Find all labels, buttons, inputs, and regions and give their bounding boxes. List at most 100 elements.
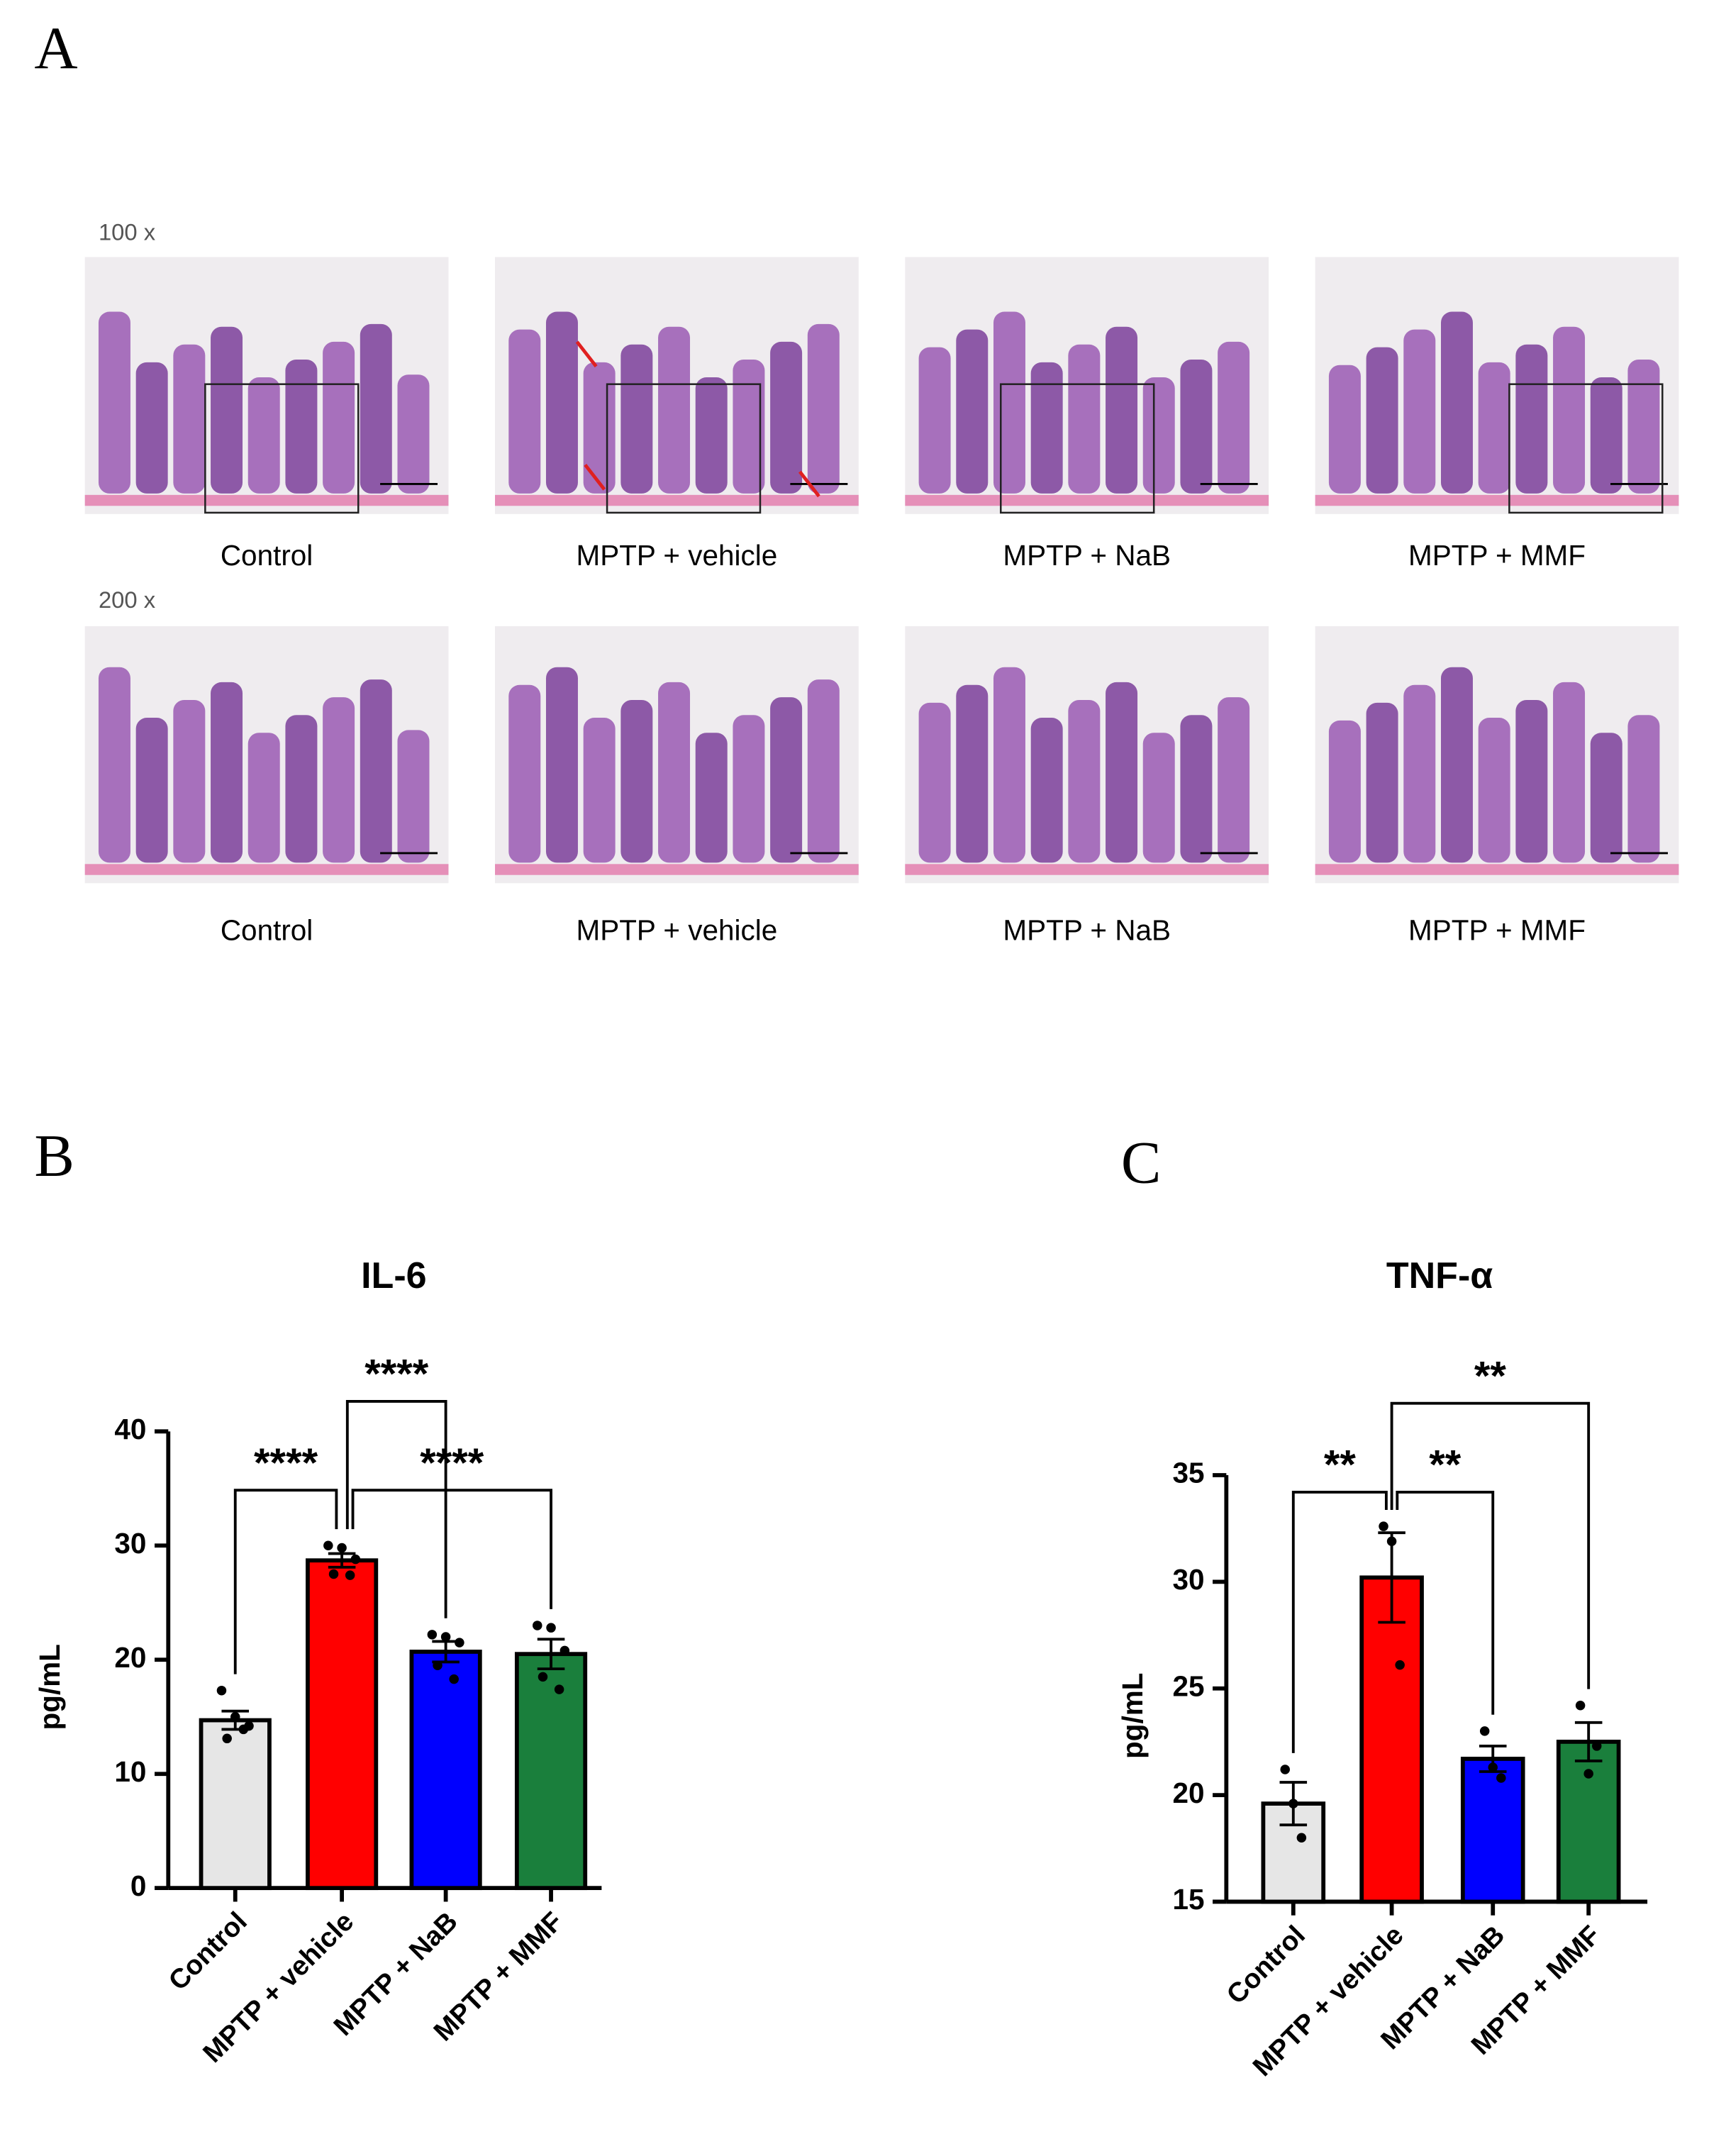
y-tick-label: 30 [114,1527,146,1560]
data-point [328,1569,339,1579]
significance-bracket [345,1399,447,1618]
crypt [583,362,616,494]
crypt [135,362,168,494]
crypt [360,323,392,494]
muscle-layer [1315,864,1679,875]
muscle-layer [84,864,449,875]
data-point [1395,1660,1405,1670]
significance-bracket [1396,1491,1495,1715]
chart-title: IL-6 [361,1255,427,1296]
crypt [1218,697,1250,863]
crypt [770,697,803,863]
error-bar [537,1638,565,1671]
crypt [1180,359,1213,494]
crypt [918,347,951,494]
magnification: 200 x [99,587,156,613]
crypt [397,730,430,863]
y-tick-label: 10 [114,1755,146,1788]
error-bar [328,1552,356,1569]
crypt [211,682,243,863]
panel-label: C [1121,1130,1162,1196]
error-bar [1574,1721,1603,1762]
crypt [695,377,728,494]
y-tick-label: 35 [1172,1457,1204,1489]
significance-label: ** [1474,1353,1507,1399]
bar [199,1718,272,1891]
crypt [733,359,765,494]
inset-box [606,383,762,514]
crypt [1590,377,1622,494]
y-tick-label: 15 [1172,1883,1204,1916]
crypt [583,718,616,863]
crypt [98,667,130,863]
data-point [345,1570,355,1580]
bar [306,1558,379,1891]
crypt [545,667,578,863]
bar [1556,1740,1621,1904]
data-point [216,1685,227,1696]
y-tick-label: 40 [114,1413,146,1445]
crypt [1366,347,1398,494]
crypt [807,323,840,494]
data-point [1280,1765,1290,1774]
significance-bracket [1390,1401,1591,1689]
data-point [1583,1769,1593,1779]
arrow [575,340,598,368]
crypt [1627,715,1660,863]
crypt [956,329,989,494]
error-bar [1378,1531,1405,1624]
y-tick-label: 25 [1172,1669,1204,1702]
crypt [1627,359,1660,494]
image-label: Control [221,913,313,946]
data-point [1496,1773,1506,1783]
data-point [533,1621,542,1630]
micrograph [905,626,1269,884]
data-point [1479,1726,1490,1736]
crypt [918,702,951,863]
crypt [956,684,989,863]
y-tick-label: 20 [1172,1777,1204,1809]
crypt [993,311,1025,494]
x-tick-label: Control [163,1906,253,1996]
crypt [285,715,318,863]
micrograph [1315,257,1679,514]
data-point [1592,1741,1602,1751]
crypt [1515,344,1548,494]
crypt [1030,718,1063,863]
crypt [1068,344,1101,494]
crypt [135,718,168,863]
image-label: MPTP + vehicle [577,913,778,946]
y-tick-label: 30 [1172,1563,1204,1596]
data-point [554,1684,564,1694]
data-point [1575,1701,1586,1711]
chart-title: TNF-α [1386,1255,1493,1296]
bar [409,1650,482,1891]
data-point [427,1630,438,1640]
significance-bracket [233,1489,338,1674]
data-point [538,1672,548,1682]
crypt [211,326,243,494]
bar [1359,1575,1424,1904]
crypt [1180,715,1213,863]
arrow [798,470,820,498]
crypt [1590,733,1622,863]
muscle-layer [1315,494,1679,506]
data-point [1488,1762,1498,1772]
crypt [1440,311,1473,494]
micrograph [495,257,859,514]
crypt [1403,329,1436,494]
muscle-layer [84,494,449,506]
crypt [770,341,803,494]
crypt [1478,718,1510,863]
data-point [1288,1799,1298,1808]
crypt [658,682,691,863]
crypt [620,344,653,494]
crypt [323,341,355,494]
crypt [1030,362,1063,494]
data-point [238,1724,249,1735]
inset-box [1508,383,1664,514]
crypt [1106,326,1138,494]
muscle-layer [905,864,1269,875]
data-point [222,1733,232,1744]
data-point [440,1632,451,1642]
